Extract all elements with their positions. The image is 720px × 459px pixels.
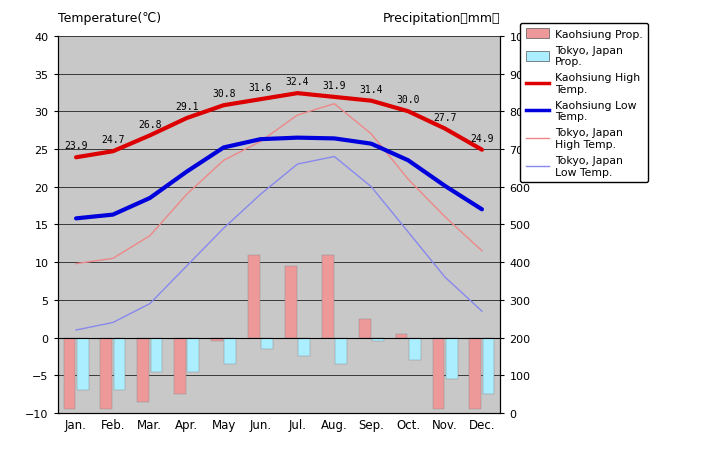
Bar [138,338,149,402]
Bar [211,338,223,341]
Text: 29.1: 29.1 [175,102,199,112]
Bar [187,338,199,372]
Text: 30.8: 30.8 [212,89,235,99]
Bar [409,338,420,360]
Bar [77,338,89,391]
Bar [469,338,481,409]
Bar [63,338,76,409]
Bar [114,338,125,391]
Text: 23.9: 23.9 [64,141,88,151]
Bar [248,255,260,338]
Bar [359,319,371,338]
Bar [100,338,112,409]
Text: 31.4: 31.4 [359,85,383,95]
Bar [322,255,333,338]
Text: 31.9: 31.9 [323,81,346,91]
Bar [335,338,347,364]
Text: 26.8: 26.8 [138,119,161,129]
Bar [261,338,273,349]
Bar [174,338,186,394]
Text: 24.7: 24.7 [102,135,125,145]
Bar [225,338,236,364]
Bar [285,266,297,338]
Text: 30.0: 30.0 [397,95,420,105]
Bar [395,334,408,338]
Text: Temperature(℃): Temperature(℃) [58,12,161,25]
Text: 31.6: 31.6 [249,83,272,93]
Bar [372,338,384,341]
Text: 27.7: 27.7 [433,112,456,123]
Text: 32.4: 32.4 [286,77,309,87]
Bar [446,338,458,379]
Bar [298,338,310,357]
Text: Precipitation（mm）: Precipitation（mm） [383,12,500,25]
Bar [482,338,495,394]
Bar [150,338,163,372]
Bar [433,338,444,409]
Legend: Kaohsiung Prop., Tokyo, Japan
Prop., Kaohsiung High
Temp., Kaohsiung Low
Temp., : Kaohsiung Prop., Tokyo, Japan Prop., Kao… [521,24,648,183]
Text: 24.9: 24.9 [470,134,494,144]
